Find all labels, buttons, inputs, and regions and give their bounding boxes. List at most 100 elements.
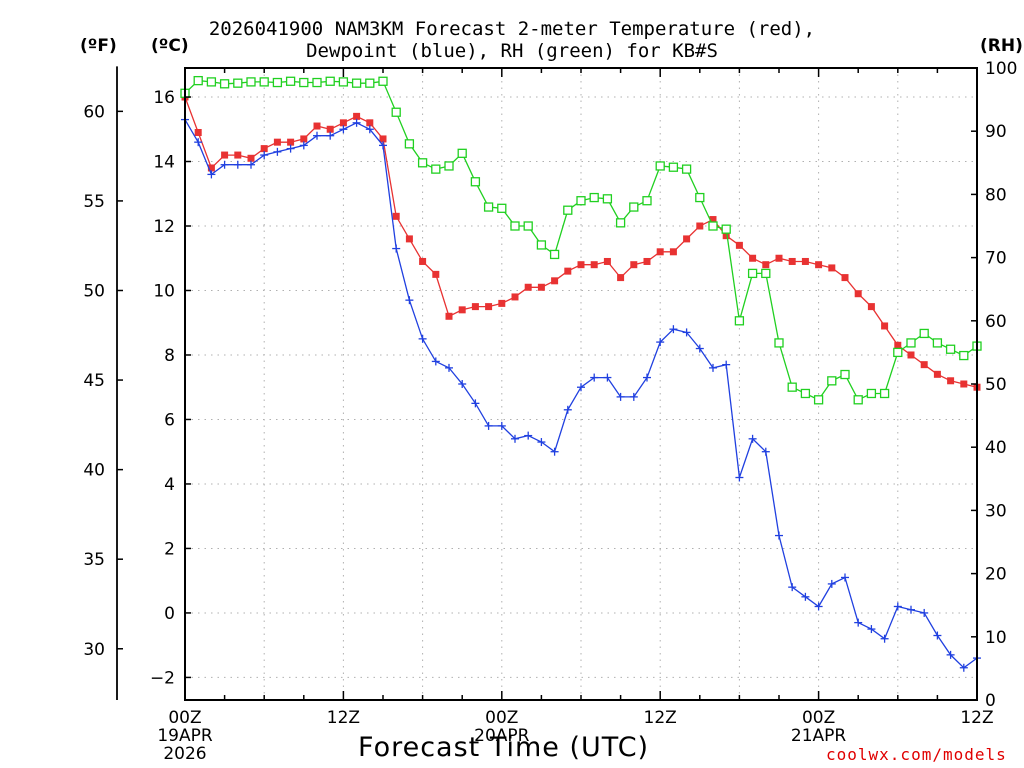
rh-point	[536, 240, 547, 250]
rh-point	[774, 338, 784, 348]
x-tick-label: 00Z	[485, 708, 518, 728]
rh-point	[800, 388, 811, 399]
rh-tick-label: 40	[985, 438, 1007, 458]
rh-point	[668, 162, 679, 172]
rh-point	[734, 316, 745, 326]
temperature-point	[762, 261, 770, 269]
temperature-point	[392, 212, 400, 220]
temperature-point	[828, 264, 836, 272]
celsius-tick-label: −2	[150, 668, 175, 688]
temperature-point	[339, 119, 347, 127]
x-tick-label: 20APR	[474, 726, 530, 746]
axes: −2 0 2 4 6 8 10 12 14 16 0 10 20 30 40 50 60 70 80 90 100 30 3…	[83, 59, 1017, 764]
dewpoint-point	[669, 325, 678, 334]
fahrenheit-tick-label: 50	[83, 281, 105, 301]
x-tick-label: 12Z	[644, 708, 677, 728]
rh-point	[404, 139, 415, 149]
rh-point	[523, 221, 533, 231]
rh-point	[338, 77, 349, 87]
fahrenheit-axis-label: (ºF)	[80, 36, 117, 56]
dewpoint-point	[907, 605, 915, 614]
dewpoint-point	[273, 147, 282, 156]
dewpoint-point	[550, 447, 559, 456]
rh-point	[391, 107, 401, 117]
rh-point	[483, 202, 494, 212]
dewpoint-point	[418, 334, 427, 343]
rh-point	[378, 76, 388, 86]
series-layer	[180, 75, 982, 672]
temperature-point	[722, 232, 730, 240]
dewpoint-point	[682, 328, 691, 337]
rh-point	[497, 203, 507, 213]
rh-point	[325, 76, 335, 86]
celsius-tick-label: 8	[164, 346, 175, 366]
temperature-point	[841, 274, 849, 282]
rh-point	[285, 76, 296, 86]
rh-tick-label: 60	[985, 312, 1007, 332]
dewpoint-point	[841, 573, 849, 582]
dewpoint-point	[497, 421, 506, 430]
dewpoint-point	[194, 138, 203, 147]
temperature-point	[801, 257, 809, 265]
rh-point	[219, 79, 230, 89]
dewpoint-point	[643, 373, 651, 382]
temperature-point	[419, 257, 427, 265]
dewpoint-point	[709, 363, 717, 372]
dewpoint-point	[801, 592, 810, 601]
x-tick-label: 12Z	[960, 708, 993, 728]
rh-point	[866, 388, 877, 399]
temperature-point	[471, 303, 479, 311]
rh-point	[457, 148, 467, 158]
source-credit: coolwx.com/models	[826, 745, 1007, 764]
temperature-point	[881, 322, 889, 330]
dewpoint-point	[299, 141, 308, 150]
temperature-point	[485, 303, 493, 311]
temperature-point	[960, 380, 968, 388]
dewpoint-point	[854, 618, 863, 627]
rh-point	[747, 268, 758, 279]
rh-point	[549, 249, 560, 260]
rh-point	[312, 77, 322, 88]
rh-point	[193, 75, 203, 86]
rh-point	[563, 205, 573, 215]
rh-point	[761, 268, 771, 279]
temperature-point	[234, 151, 242, 159]
x-tick-label: 2026	[163, 744, 206, 764]
temperature-point	[551, 277, 559, 285]
dewpoint-point	[867, 625, 876, 634]
rh-point	[206, 77, 217, 87]
rh-point	[444, 161, 454, 171]
temperature-point	[709, 216, 717, 224]
rh-point	[259, 77, 269, 87]
rh-point	[629, 202, 639, 212]
rh-point	[417, 158, 428, 168]
dewpoint-point	[814, 602, 823, 611]
temperature-point	[207, 164, 215, 172]
fahrenheit-tick-label: 40	[83, 461, 105, 481]
celsius-axis-label: (ºC)	[151, 36, 189, 56]
dewpoint-point	[748, 434, 757, 443]
temperature-point	[617, 274, 625, 282]
temperature-point	[603, 257, 611, 265]
rh-point	[272, 77, 283, 88]
temperature-point	[379, 135, 387, 143]
dewpoint-point	[603, 373, 612, 382]
temperature-point	[683, 235, 691, 243]
dewpoint-point	[616, 392, 625, 401]
dewpoint-point	[880, 634, 889, 643]
dewpoint-point	[590, 373, 599, 382]
temperature-point	[458, 306, 466, 314]
dewpoint-point	[788, 583, 797, 592]
fahrenheit-tick-label: 35	[83, 550, 105, 570]
rh-series-line	[184, 79, 978, 401]
temperature-point	[920, 361, 928, 369]
temperature-point	[445, 312, 453, 320]
temperature-point	[564, 267, 572, 275]
rh-point	[906, 338, 916, 348]
temperature-point	[696, 222, 704, 230]
rh-tick-label: 0	[985, 691, 996, 711]
rh-point	[470, 177, 481, 187]
temperature-point	[221, 151, 229, 159]
dewpoint-point	[313, 131, 321, 140]
temperature-point	[287, 138, 295, 146]
